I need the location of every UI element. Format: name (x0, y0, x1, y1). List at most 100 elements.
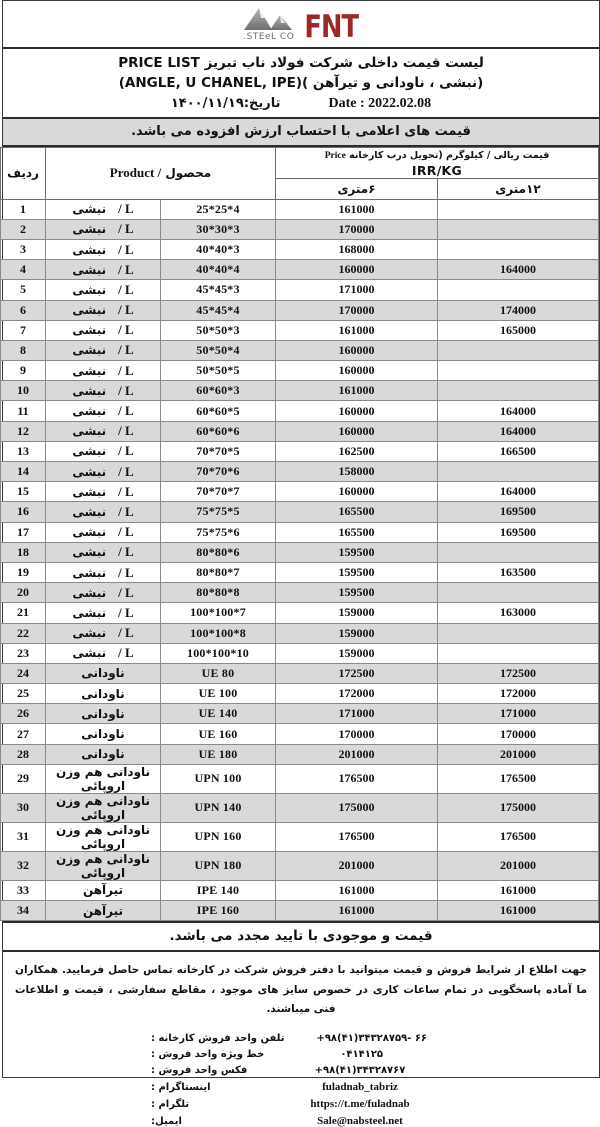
cell-price-6m: 160000 (275, 420, 438, 442)
logo-wordmark: FNT (304, 8, 359, 45)
product-name-fa: نبشی (72, 545, 107, 560)
contact-value[interactable]: Sale@nabsteel.net (317, 1115, 403, 1127)
product-name-fa: نبشی (72, 343, 107, 358)
product-name-en: L / (118, 463, 134, 479)
contact-label: اینستاگرام : (151, 1082, 211, 1094)
contact-row: https://t.me/fuladnab تلگرام : (151, 1098, 451, 1110)
product-name-fa: نبشی (72, 282, 107, 297)
cell-price-6m: 160000 (275, 360, 438, 382)
cell-product-name: L / نبشی (45, 440, 161, 463)
cell-size: UPN 140 (160, 792, 276, 823)
table-row: 169500 165500 75*75*5 L / نبشی 16 (0, 501, 599, 523)
table-row: 176500 176500 UPN 100 ناودانی هم وزن اروپائ… (0, 763, 599, 794)
product-name-en: L / (118, 483, 134, 499)
cell-product-name: L / نبشی (45, 420, 161, 442)
cell-product-name: L / نبشی (45, 319, 161, 341)
cell-row-number: 17 (0, 521, 46, 543)
product-name-en: L / (118, 281, 134, 297)
cell-size: UE 180 (160, 743, 276, 765)
cell-price-12m: 174000 (437, 299, 599, 321)
contact-value: ۰۴۱۴۱۲۵ (340, 1049, 384, 1061)
cell-row-number: 18 (0, 541, 46, 563)
cell-price-6m: 159500 (275, 582, 438, 604)
confirmation-bar: قیمت و موجودی با تایید مجدد می باشد. (3, 921, 599, 953)
product-name-fa: نبشی (72, 504, 107, 519)
product-name-fa: نبشی (72, 525, 107, 540)
header-product-separator: / (154, 165, 162, 181)
table-row: 165000 161000 50*50*3 L / نبشی 7 (0, 319, 599, 341)
price-table-body: 161000 25*25*4 L / نبشی 1 170000 30*30*3 L / نبش… (0, 198, 599, 922)
cell-price-6m: 162500 (275, 440, 438, 463)
cell-size: 40*40*4 (160, 259, 276, 281)
cell-row-number: 30 (0, 792, 46, 823)
contact-value[interactable]: https://t.me/fuladnab (310, 1098, 410, 1111)
cell-size: UE 140 (160, 703, 276, 725)
product-name-en: L / (118, 645, 134, 661)
cell-product-name: L / نبشی (45, 238, 161, 261)
cell-size: UE 100 (160, 683, 276, 705)
cell-product-name: ناودانی (45, 703, 161, 725)
cell-row-number: 29 (0, 763, 46, 794)
page-title-line2: (نبشی ، ناودانی و تیرآهن )(ANGLE, U CHAN… (118, 75, 484, 92)
cell-size: UPN 100 (160, 763, 276, 794)
header-radif: ردیف (0, 146, 46, 200)
product-name-en: L / (118, 261, 134, 277)
header-price-group: قیمت ریالی / کیلوگرم (تحویل درب کارخانه … (275, 146, 599, 180)
cell-price-6m: 161000 (275, 198, 438, 220)
cell-size: UPN 180 (160, 850, 276, 881)
cell-product-name: L / نبشی (45, 360, 161, 382)
contact-value: +۹۸(۴۱)۳۴۳۲۸۷۵۹- ۶۶ (316, 1033, 428, 1045)
header-price-caption-en: Price (324, 150, 346, 161)
logo-band: FNT STEeL CO. (3, 1, 599, 49)
cell-price-12m (437, 622, 599, 644)
cell-price-6m: 161000 (275, 319, 438, 341)
cell-price-6m: 160000 (275, 259, 438, 281)
company-logo: FNT STEeL CO. (242, 6, 360, 43)
cell-row-number: 21 (0, 602, 46, 624)
cell-size: 50*50*3 (160, 319, 276, 341)
product-name-fa: نبشی (72, 444, 107, 459)
cell-product-name: ناودانی (45, 743, 161, 765)
contact-label: فکس واحد فروش : (151, 1065, 248, 1077)
logo-mark-wrap: STEeL CO. (242, 6, 296, 43)
product-name-en: L / (118, 584, 134, 600)
cell-row-number: 12 (0, 420, 46, 442)
product-name-en: L / (118, 503, 134, 519)
cell-size: 80*80*8 (160, 582, 276, 604)
cell-size: 100*100*10 (160, 642, 276, 664)
cell-size: 50*50*5 (160, 360, 276, 382)
table-row: 171000 171000 UE 140 ناودانی 26 (0, 703, 599, 725)
cell-product-name: L / نبشی (45, 400, 161, 422)
cell-price-12m: 201000 (437, 743, 599, 765)
table-header-row-sub: ۱۲متری ۶متری (1, 178, 599, 200)
product-name-en: L / (118, 201, 134, 217)
cell-row-number: 24 (0, 662, 46, 685)
cell-price-12m: 164000 (437, 420, 599, 442)
contact-value[interactable]: fuladnab_tabriz (322, 1081, 398, 1094)
cell-price-12m (437, 582, 599, 604)
logo-subtext: STEeL CO. (243, 31, 295, 42)
table-row: 176500 176500 UPN 160 ناودانی هم وزن اروپائ… (0, 821, 599, 852)
cell-price-12m (437, 279, 599, 301)
table-header-row-top: قیمت ریالی / کیلوگرم (تحویل درب کارخانه … (0, 146, 599, 200)
cell-row-number: 16 (0, 501, 46, 523)
cell-product-name: ناودانی هم وزن اروپائی (45, 763, 161, 794)
header-product: محصول / Product (45, 146, 276, 200)
cell-price-12m (437, 380, 599, 402)
cell-size: UPN 160 (160, 821, 276, 852)
table-row: 164000 160000 40*40*4 L / نبشی 4 (0, 259, 599, 281)
cell-price-6m: 159000 (275, 642, 438, 664)
product-name-fa: نبشی (72, 585, 107, 600)
cell-size: IPE 160 (160, 899, 276, 922)
cell-price-6m: 159000 (275, 622, 438, 644)
header-price-unit: IRR/KG (411, 163, 463, 179)
cell-size: UE 80 (160, 662, 276, 685)
cell-product-name: L / نبشی (45, 481, 161, 503)
table-row: 164000 160000 70*70*7 L / نبشی 15 (0, 481, 599, 503)
product-name-en: L / (118, 443, 134, 459)
cell-row-number: 5 (0, 279, 46, 301)
cell-price-12m: 170000 (437, 723, 599, 745)
contact-value: +۹۸(۴۱)۳۴۳۲۸۷۶۷ (314, 1065, 406, 1077)
cell-product-name: ناودانی (45, 683, 161, 705)
table-row: 164000 160000 60*60*5 L / نبشی 11 (0, 400, 599, 422)
